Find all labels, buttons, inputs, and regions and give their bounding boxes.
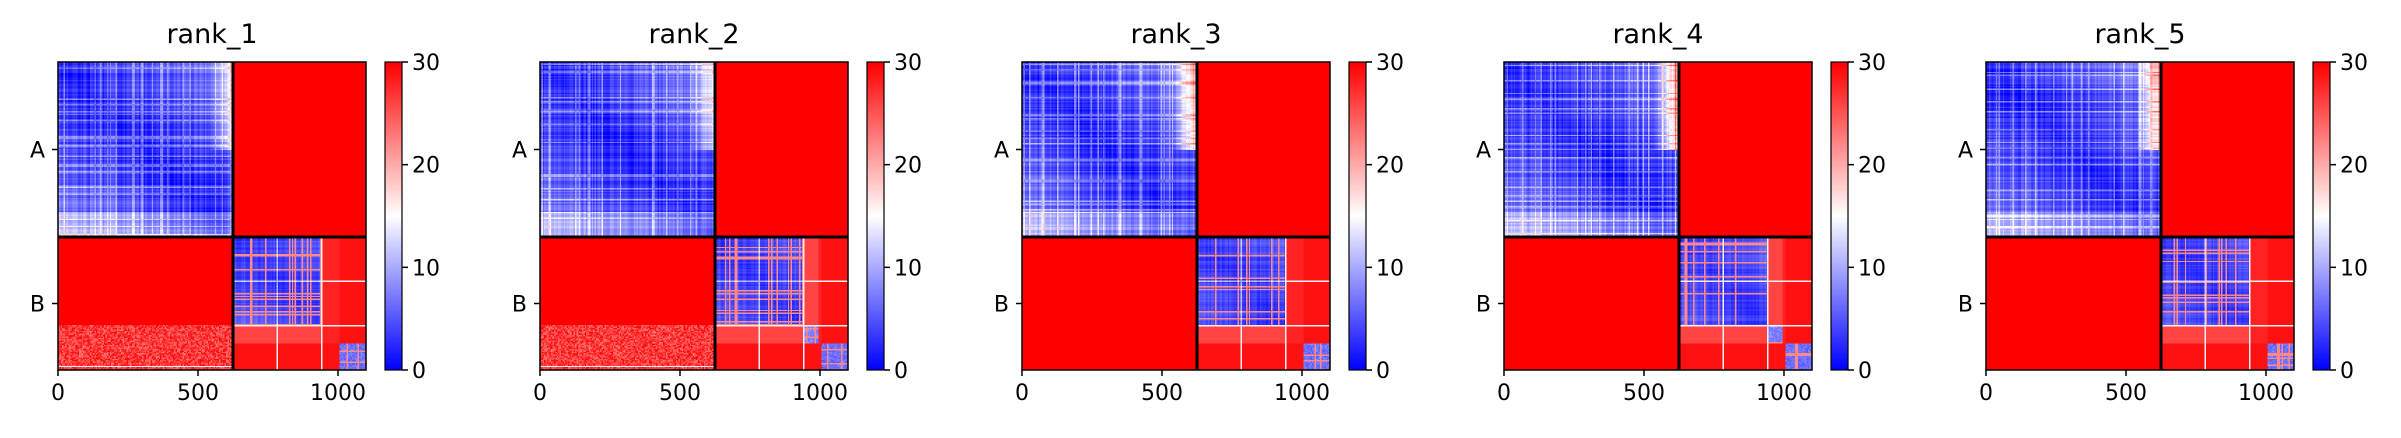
panel-4: rank_4 0 500 1000 A B 0 10 20 30 — [1476, 19, 1886, 406]
colorbar-frame — [2312, 61, 2331, 371]
x-tick-label: 1000 — [1756, 381, 1812, 406]
colorbar-tick-label: 0 — [1858, 359, 1872, 384]
colorbar-frame — [866, 61, 885, 371]
y-tick-label: B — [30, 293, 45, 318]
heatmap-image — [1022, 62, 1330, 370]
colorbar-frame — [384, 61, 403, 371]
axes-frame — [1985, 61, 2295, 371]
y-tick-label: A — [30, 139, 45, 164]
y-tick-label: B — [1958, 293, 1973, 318]
colorbar-frame — [1830, 61, 1849, 371]
x-tick-label: 0 — [1979, 381, 1993, 406]
axes-frame — [539, 61, 849, 371]
colorbar — [867, 62, 884, 370]
colorbar-tick-label: 10 — [1858, 256, 1886, 281]
y-tick-label: A — [512, 139, 527, 164]
heatmap-image — [540, 62, 848, 370]
y-tick-label: B — [1476, 293, 1491, 318]
x-tick-label: 500 — [2105, 381, 2147, 406]
axes-frame — [1503, 61, 1813, 371]
x-tick-label: 0 — [1015, 381, 1029, 406]
colorbar — [385, 62, 402, 370]
x-tick-label: 500 — [177, 381, 219, 406]
panel-3: rank_3 0 500 1000 A B 0 10 20 30 — [994, 19, 1404, 406]
x-tick-label: 1000 — [792, 381, 848, 406]
colorbar-tick-label: 0 — [894, 359, 908, 384]
axes-frame — [1021, 61, 1331, 371]
colorbar-tick-label: 10 — [2340, 256, 2368, 281]
heatmap-image — [1986, 62, 2294, 370]
x-tick-label: 0 — [533, 381, 547, 406]
panel-5: rank_5 0 500 1000 A B 0 10 20 30 — [1958, 19, 2368, 406]
colorbar-tick-label: 20 — [412, 154, 440, 179]
colorbar-tick-label: 30 — [2340, 51, 2368, 76]
panel-title: rank_3 — [1130, 19, 1221, 50]
colorbar-tick-label: 10 — [894, 256, 922, 281]
y-tick-label: B — [512, 293, 527, 318]
colorbar-tick-label: 20 — [2340, 154, 2368, 179]
colorbar-tick-label: 10 — [1376, 256, 1404, 281]
y-tick-label: A — [1476, 139, 1491, 164]
heatmap-image — [1504, 62, 1812, 370]
colorbar-tick-label: 20 — [1376, 154, 1404, 179]
x-tick-label: 0 — [51, 381, 65, 406]
x-tick-label: 500 — [1141, 381, 1183, 406]
y-tick-label: B — [994, 293, 1009, 318]
x-tick-label: 1000 — [310, 381, 366, 406]
colorbar-tick-label: 0 — [2340, 359, 2354, 384]
x-tick-label: 1000 — [2238, 381, 2294, 406]
colorbar — [1349, 62, 1366, 370]
colorbar-tick-label: 30 — [1376, 51, 1404, 76]
panel-1: rank_1 0 500 1000 A B 0 10 20 30 — [30, 19, 440, 406]
colorbar-tick-label: 0 — [1376, 359, 1390, 384]
colorbar — [2313, 62, 2330, 370]
panel-title: rank_1 — [166, 19, 257, 50]
colorbar — [1831, 62, 1848, 370]
colorbar-tick-label: 30 — [412, 51, 440, 76]
axes-frame — [57, 61, 367, 371]
colorbar-tick-label: 30 — [1858, 51, 1886, 76]
y-tick-label: A — [1958, 139, 1973, 164]
colorbar-tick-label: 20 — [1858, 154, 1886, 179]
panel-title: rank_5 — [2094, 19, 2185, 50]
panel-title: rank_2 — [648, 19, 739, 50]
panel-2: rank_2 0 500 1000 A B 0 10 20 30 — [512, 19, 922, 406]
colorbar-frame — [1348, 61, 1367, 371]
x-tick-label: 1000 — [1274, 381, 1330, 406]
colorbar-tick-label: 10 — [412, 256, 440, 281]
colorbar-tick-label: 0 — [412, 359, 426, 384]
heatmap-image — [58, 62, 366, 370]
panel-title: rank_4 — [1612, 19, 1703, 50]
colorbar-tick-label: 20 — [894, 154, 922, 179]
x-tick-label: 500 — [1623, 381, 1665, 406]
x-tick-label: 500 — [659, 381, 701, 406]
y-tick-label: A — [994, 139, 1009, 164]
colorbar-tick-label: 30 — [894, 51, 922, 76]
x-tick-label: 0 — [1497, 381, 1511, 406]
